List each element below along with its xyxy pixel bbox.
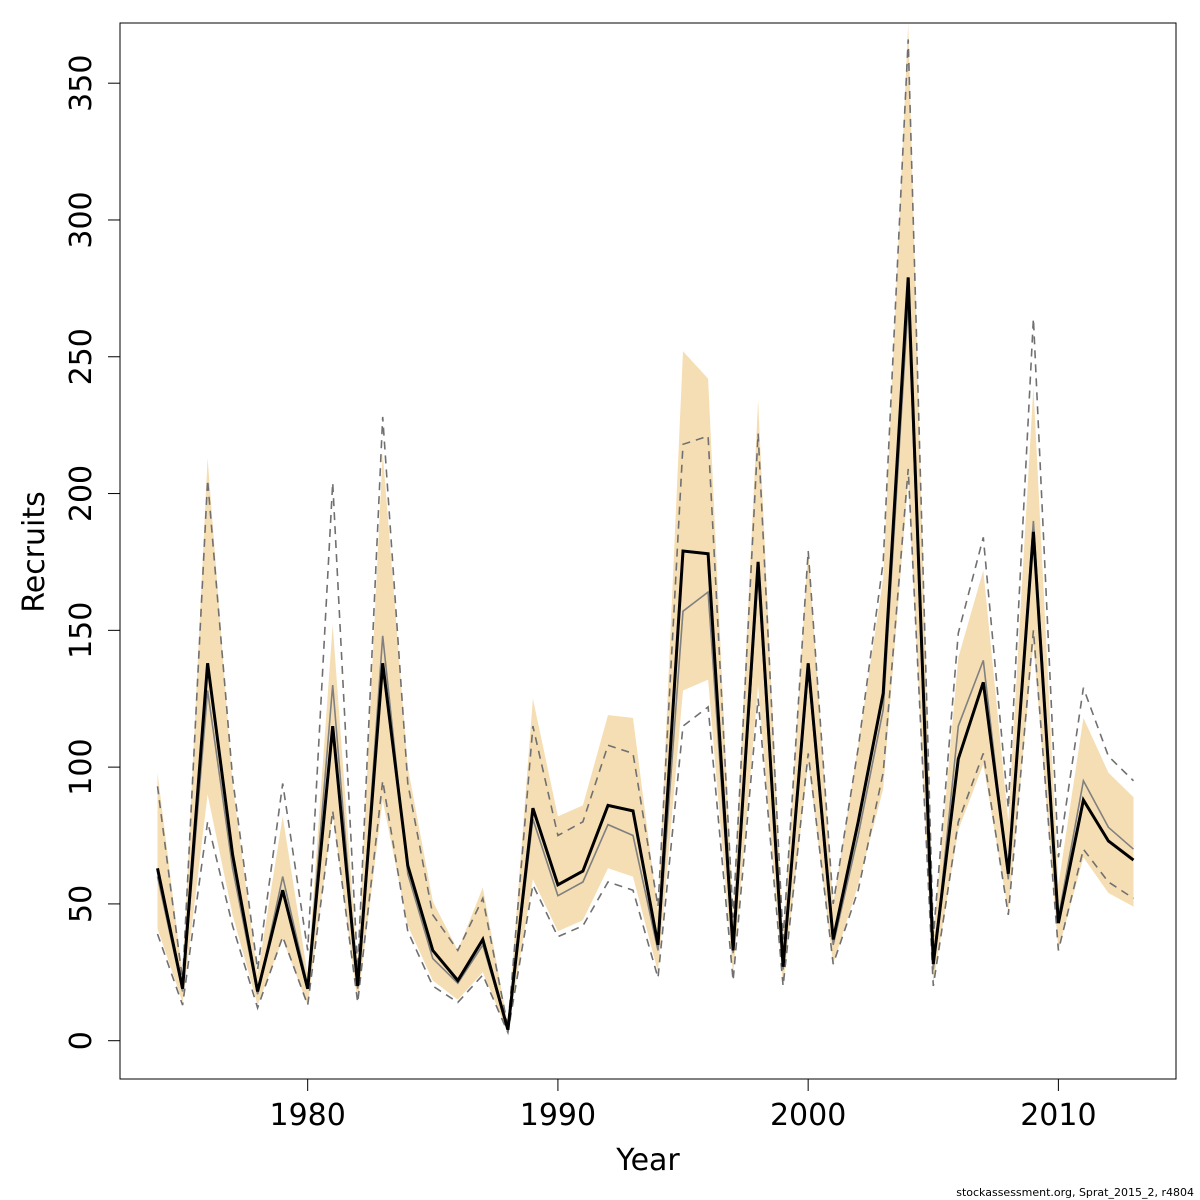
y-tick-label: 0 [64, 1031, 99, 1050]
axes-layer: 1980 1990 2000 2010 0 50 100 150 200 250 300 350 [64, 22, 1177, 1133]
confidence-band-layer [157, 23, 1134, 1033]
y-tick-label: 200 [64, 465, 99, 522]
y-axis-title: Recruits [17, 491, 52, 613]
plot-frame [119, 22, 1177, 1080]
x-tick-label: 1990 [520, 1098, 596, 1133]
x-tick-label: 2010 [1020, 1098, 1096, 1133]
y-tick-label: 150 [64, 602, 99, 659]
series-lines-layer [156, 39, 1135, 1036]
footer-credit: stockassessment.org, Sprat_2015_2, r4804 [956, 1186, 1194, 1199]
estimate-line [156, 277, 1135, 1031]
reference-line [156, 301, 1135, 1031]
y-tick-label: 250 [64, 328, 99, 385]
x-tick-label: 2000 [770, 1098, 846, 1133]
y-tick-label: 350 [64, 55, 99, 112]
y-tick-label: 300 [64, 191, 99, 248]
reference-upper-dashed-line [156, 39, 1135, 1028]
confidence-band [157, 23, 1134, 1033]
y-tick-label: 50 [64, 885, 99, 923]
x-tick-label: 1980 [269, 1098, 345, 1133]
y-tick-label: 100 [64, 738, 99, 795]
x-axis-title: Year [615, 1143, 680, 1178]
